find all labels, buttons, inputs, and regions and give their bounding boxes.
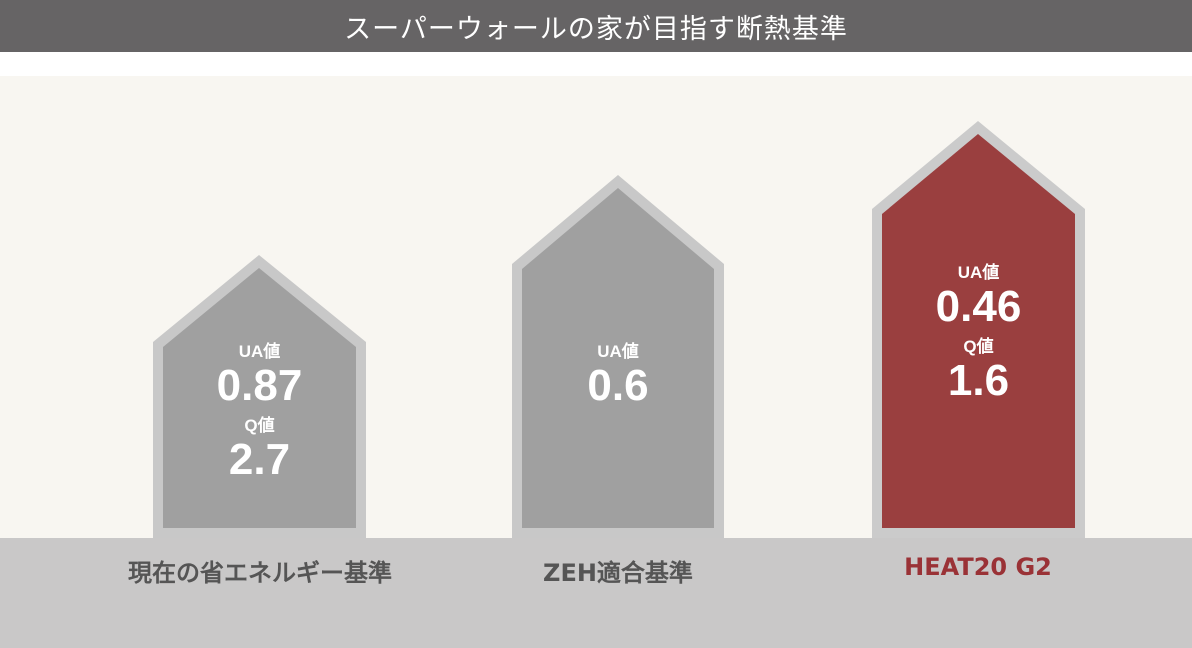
page-title: スーパーウォールの家が目指す断熱基準 <box>344 13 848 45</box>
house-3-values: UA値 0.46 Q値 1.6 <box>882 263 1075 405</box>
house-1-q-value: 2.7 <box>228 435 291 484</box>
house-3-caption: HEAT20 G2 <box>904 553 1052 581</box>
house-1-q-label: Q値 <box>244 416 275 435</box>
house-3-q-value: 1.6 <box>947 356 1010 405</box>
house-1-caption: 現在の省エネルギー基準 <box>128 559 392 587</box>
house-2-fill <box>522 188 714 528</box>
house-3-fill <box>882 134 1075 528</box>
house-1-ua-value: 0.87 <box>216 361 303 410</box>
ground-band <box>0 538 1192 648</box>
house-1-fill <box>163 268 356 528</box>
house-2-ua-label: UA値 <box>597 342 639 361</box>
house-3-ua-value: 0.46 <box>935 282 1022 331</box>
house-3-q-label: Q値 <box>963 337 994 356</box>
house-2-values: UA値 0.6 <box>522 342 714 410</box>
house-2-caption: ZEH適合基準 <box>543 559 693 587</box>
house-3-ua-label: UA値 <box>957 263 1000 282</box>
title-gap <box>0 52 1192 76</box>
house-2-ua-value: 0.6 <box>587 361 649 410</box>
house-1-values: UA値 0.87 Q値 2.7 <box>163 342 356 484</box>
house-1-ua-label: UA値 <box>238 342 281 361</box>
title-bar: スーパーウォールの家が目指す断熱基準 <box>0 0 1192 52</box>
